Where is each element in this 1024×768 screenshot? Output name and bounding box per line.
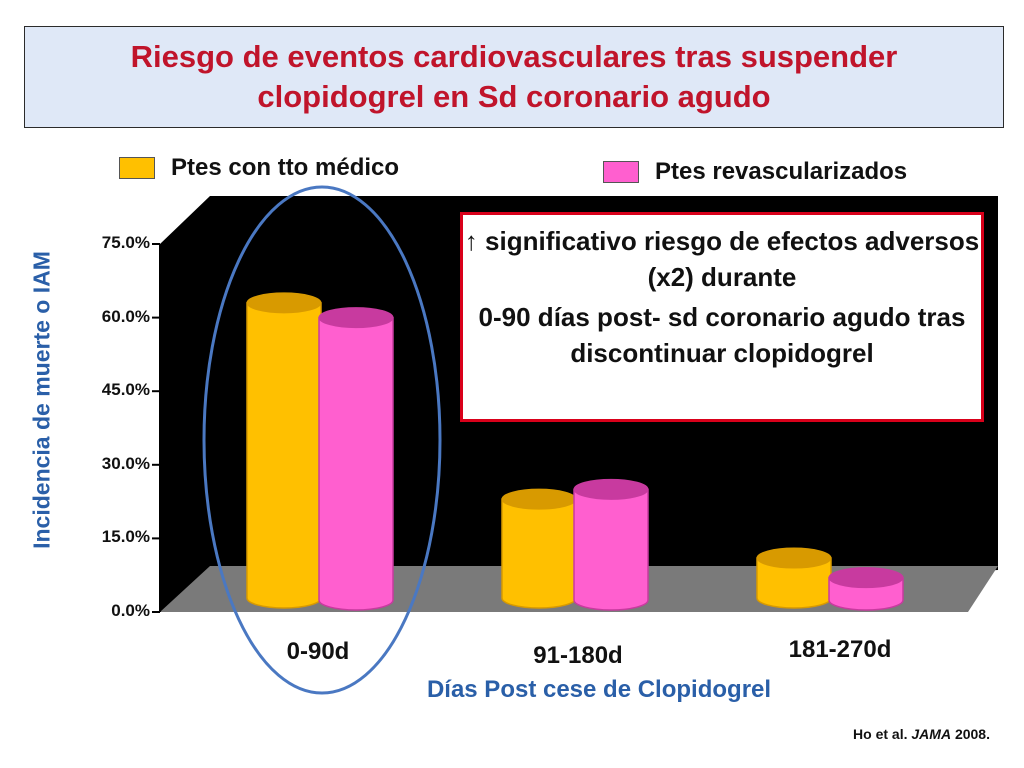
x-category-label: 91-180d	[533, 642, 623, 669]
y-tick-label: 45.0%	[101, 380, 150, 400]
legend-label-series1: Ptes con tto médico	[171, 154, 400, 181]
citation-year: 2008.	[951, 726, 990, 742]
bar-cap	[246, 292, 322, 314]
chart-title: Riesgo de eventos cardiovasculares tras …	[130, 39, 898, 114]
x-category-label: 0-90d	[286, 638, 350, 665]
title-box: Riesgo de eventos cardiovasculares tras …	[24, 26, 1004, 128]
bar-2-91-180d	[573, 478, 649, 611]
bar-body	[501, 498, 577, 609]
y-tick-label: 60.0%	[101, 306, 150, 326]
bar-cap	[756, 547, 832, 569]
bar-cap	[318, 307, 394, 329]
citation-journal: JAMA	[911, 726, 952, 742]
bar-cap	[828, 567, 904, 589]
highlight-ellipse	[202, 185, 442, 695]
legend-swatch-series1	[119, 157, 155, 179]
y-tick-label: 0.0%	[111, 601, 150, 620]
y-axis-label: Incidencia de muerte o IAM	[28, 251, 55, 549]
citation: Ho et al. JAMA 2008.	[853, 726, 990, 742]
bar-body	[246, 302, 322, 609]
x-axis-label: Días Post cese de Clopidogrel	[426, 676, 772, 703]
callout-box: ↑ significativo riesgo de efectos advers…	[460, 212, 984, 422]
bar-2-0-90d	[318, 307, 394, 611]
legend-swatch-series2	[603, 161, 639, 183]
bar-body	[318, 316, 394, 611]
citation-author: Ho et al.	[853, 726, 912, 742]
bar-cap	[501, 488, 577, 510]
bar-2-181-270d	[828, 567, 904, 611]
callout-line-2: 0-90 días post- sd coronario agudo tras …	[478, 302, 966, 368]
bar-body	[573, 488, 649, 611]
legend-item-series2: Ptes revascularizados	[603, 158, 907, 186]
y-tick-label: 30.0%	[101, 453, 150, 473]
legend-label-series2: Ptes revascularizados	[655, 158, 908, 185]
y-tick-label: 75.0%	[101, 233, 150, 252]
legend-item-series1: Ptes con tto médico	[119, 154, 399, 182]
bar-1-91-180d	[501, 488, 577, 609]
y-tick-label: 15.0%	[101, 527, 150, 547]
bar-1-0-90d	[246, 292, 322, 609]
x-category-label: 181-270d	[788, 636, 892, 663]
bar-cap	[573, 478, 649, 500]
callout-line-1: ↑ significativo riesgo de efectos advers…	[464, 226, 980, 292]
bar-1-181-270d	[756, 547, 832, 609]
